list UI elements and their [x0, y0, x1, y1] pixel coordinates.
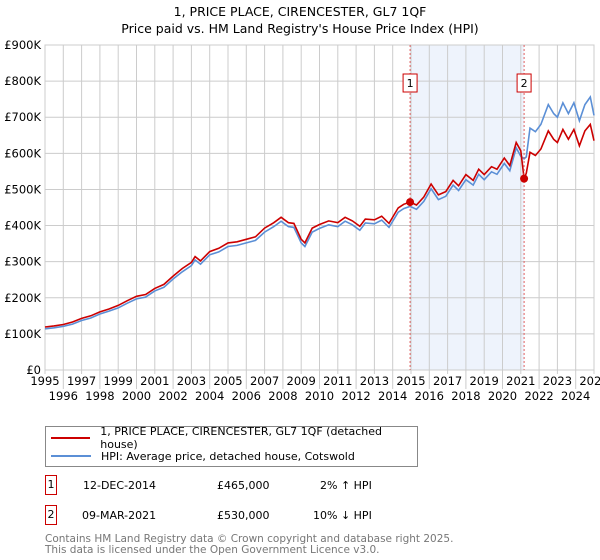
price-chart: 1, PRICE PLACE, CIRENCESTER, GL7 1QF Pri… [4, 4, 600, 403]
x-tick-label: 2018 [451, 389, 480, 403]
y-tick-label: £800K [4, 74, 41, 88]
hpi-line [44, 95, 595, 330]
legend-swatch-blue [51, 455, 91, 457]
x-tick-label: 2012 [341, 389, 370, 403]
x-tick-label: 2003 [177, 374, 206, 388]
x-tick-label: 2002 [158, 389, 187, 403]
legend-label-hpi: HPI: Average price, detached house, Cots… [101, 449, 355, 463]
x-tick-label: 2008 [268, 389, 297, 403]
transaction-price: £465,000 [217, 479, 270, 492]
x-tick-label: 2016 [415, 389, 444, 403]
sale-point [520, 174, 529, 183]
transaction-badge: 2 [45, 505, 57, 525]
x-tick-label: 2024 [561, 389, 590, 403]
x-tick-label: 1995 [30, 374, 59, 388]
y-tick-label: £200K [4, 291, 41, 305]
chart-subtitle: Price paid vs. HM Land Registry's House … [121, 21, 478, 36]
chart-title: 1, PRICE PLACE, CIRENCESTER, GL7 1QF [174, 4, 427, 19]
y-tick-label: £600K [4, 146, 41, 160]
transaction-date: 12-DEC-2014 [83, 479, 157, 492]
footer: Contains HM Land Registry data © Crown c… [45, 534, 453, 556]
legend-swatch-red [51, 437, 91, 439]
x-tick-label: 2025 [579, 374, 600, 388]
legend-label-property: 1, PRICE PLACE, CIRENCESTER, GL7 1QF (de… [100, 425, 383, 451]
property-price-line [44, 122, 595, 328]
y-tick-label: £300K [4, 255, 41, 269]
x-tick-label: 1997 [67, 374, 96, 388]
x-tick-label: 2007 [250, 374, 279, 388]
x-tick-label: 2006 [232, 389, 261, 403]
x-tick-label: 2015 [396, 374, 425, 388]
transaction-row: 2 09-MAR-2021 £530,000 10% ↓ HPI [45, 505, 445, 527]
x-tick-label: 2005 [213, 374, 242, 388]
x-tick-label: 2017 [433, 374, 462, 388]
x-tick-label: 2023 [543, 374, 572, 388]
y-tick-label: £900K [4, 38, 41, 52]
marker-badge [516, 73, 532, 93]
x-tick-label: 2022 [524, 389, 553, 403]
x-tick-label: 1998 [85, 389, 114, 403]
footer-licence: This data is licensed under the Open Gov… [45, 544, 380, 556]
y-tick-label: £100K [4, 327, 41, 341]
x-tick-label: 2021 [506, 374, 535, 388]
marker-badge [402, 73, 418, 93]
transaction-hpi: 10% ↓ HPI [313, 509, 372, 522]
x-tick-label: 2001 [140, 374, 169, 388]
x-tick-label: 2013 [360, 374, 389, 388]
transaction-badge: 1 [45, 475, 57, 495]
x-tick-label: 1996 [49, 389, 78, 403]
transaction-hpi: 2% ↑ HPI [320, 479, 372, 492]
footer-copyright: Contains HM Land Registry data © Crown c… [45, 533, 454, 545]
transaction-price: £530,000 [217, 509, 270, 522]
x-tick-label: 2010 [305, 389, 334, 403]
sale-point [406, 198, 415, 207]
y-tick-label: £400K [4, 219, 41, 233]
x-tick-label: 2004 [195, 389, 224, 403]
marker-badge-label: 1 [407, 77, 414, 90]
x-tick-label: 2011 [323, 374, 352, 388]
shaded-period [410, 45, 525, 370]
legend: 1, PRICE PLACE, CIRENCESTER, GL7 1QF (de… [45, 425, 418, 467]
x-tick-label: 1999 [104, 374, 133, 388]
y-tick-label: £500K [4, 182, 41, 196]
y-tick-label: £0 [26, 363, 41, 377]
x-tick-label: 2014 [378, 389, 407, 403]
y-tick-label: £700K [4, 110, 41, 124]
transaction-row: 1 12-DEC-2014 £465,000 2% ↑ HPI [45, 475, 445, 497]
x-tick-label: 2000 [122, 389, 151, 403]
transaction-date: 09-MAR-2021 [82, 509, 157, 522]
marker-badge-label: 2 [521, 77, 528, 90]
x-tick-label: 2009 [287, 374, 316, 388]
legend-item-hpi: HPI: Average price, detached house, Cots… [51, 447, 355, 465]
legend-item-property: 1, PRICE PLACE, CIRENCESTER, GL7 1QF (de… [51, 425, 417, 451]
x-tick-label: 2020 [488, 389, 517, 403]
x-tick-label: 2019 [470, 374, 499, 388]
